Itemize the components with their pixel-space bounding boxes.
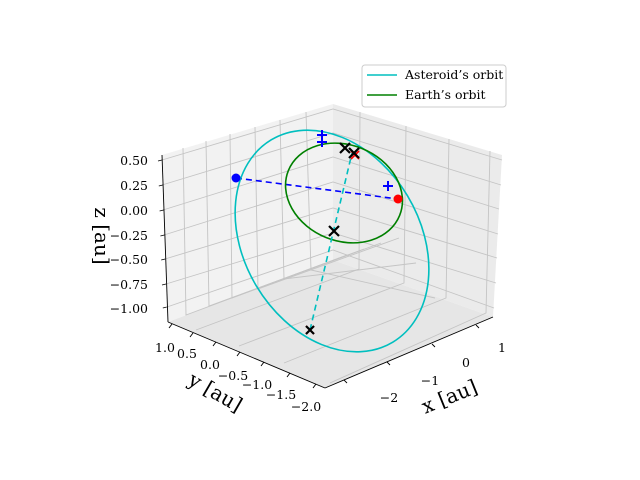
- axes: [161, 154, 494, 389]
- y-tick: [168, 323, 173, 329]
- z-tick-label: −1.00: [110, 301, 148, 316]
- z-tick-label: −0.50: [110, 252, 148, 267]
- x-tick: [343, 379, 348, 384]
- legend-earth-label: Earth’s orbit: [405, 87, 486, 102]
- pane-left: [162, 104, 333, 322]
- x-tick: [431, 343, 436, 348]
- z-tick: [160, 234, 165, 237]
- nodes-line: [309, 152, 353, 331]
- z-tick: [158, 184, 163, 187]
- y-ticks: 1.0 0.50.0−0.5−1.0−1.5−2.0: [155, 323, 321, 414]
- z-tick: [161, 258, 166, 261]
- legend-box: [361, 64, 507, 108]
- y-tick-label: −0.5: [218, 368, 248, 383]
- plus-marker: [317, 137, 327, 147]
- data-layer: [231, 129, 430, 353]
- z-axis-line: [161, 154, 169, 323]
- y-tick-label: 0.0: [200, 357, 220, 372]
- perihelion-point: [393, 194, 403, 204]
- z-tick-label: −0.25: [110, 228, 148, 243]
- z-tick: [162, 306, 167, 309]
- y-tick-label: −2.0: [291, 399, 321, 414]
- x-tick: [386, 361, 391, 366]
- node-cross-marker: [328, 225, 340, 237]
- node-cross-marker: [305, 325, 315, 335]
- z-tick-label: 0.00: [120, 203, 148, 218]
- y-tick-label: 1.0: [155, 340, 175, 355]
- x-tick: [475, 324, 480, 329]
- y-axis-line: [167, 321, 326, 389]
- z-tick: [157, 159, 163, 162]
- earth-orbit: [284, 142, 404, 244]
- y-tick-label: −1.0: [242, 377, 272, 392]
- x-tick-label: 0: [462, 355, 470, 370]
- y-tick: [212, 341, 217, 347]
- z-tick-label: −0.75: [110, 277, 148, 292]
- z-tick-label: 0.25: [120, 178, 148, 193]
- asteroid-orbit: [234, 129, 430, 353]
- x-tick-label: −1: [421, 373, 439, 388]
- y-tick: [189, 332, 194, 338]
- z-axis-label: z [au]: [90, 207, 114, 264]
- y-tick-label: 0.5: [177, 346, 197, 361]
- z-ticks: 0.50 0.25 0.00 −0.25 −0.50 −0.75 −1.00: [110, 153, 167, 316]
- plus-marker: [383, 181, 393, 191]
- y-tick: [312, 383, 317, 389]
- apsides-line: [235, 177, 399, 200]
- aphelion-point: [231, 173, 241, 183]
- x-ticks: −2 −1 0 1: [343, 324, 506, 405]
- y-tick: [260, 361, 265, 367]
- x-tick-label: −2: [380, 390, 398, 405]
- z-tick: [159, 209, 164, 212]
- legend-asteroid-label: Asteroid’s orbit: [404, 67, 503, 82]
- y-tick: [236, 351, 241, 357]
- y-tick-label: −1.5: [266, 387, 296, 402]
- z-tick: [161, 283, 167, 286]
- y-tick: [286, 372, 291, 378]
- legend: Asteroid’s orbit Earth’s orbit: [361, 64, 507, 108]
- x-tick-label: 1: [498, 340, 506, 355]
- x-axis-line: [324, 316, 494, 389]
- node-cross-marker: [348, 147, 360, 159]
- z-tick-label: 0.50: [120, 153, 148, 168]
- node-cross-marker: [339, 142, 351, 154]
